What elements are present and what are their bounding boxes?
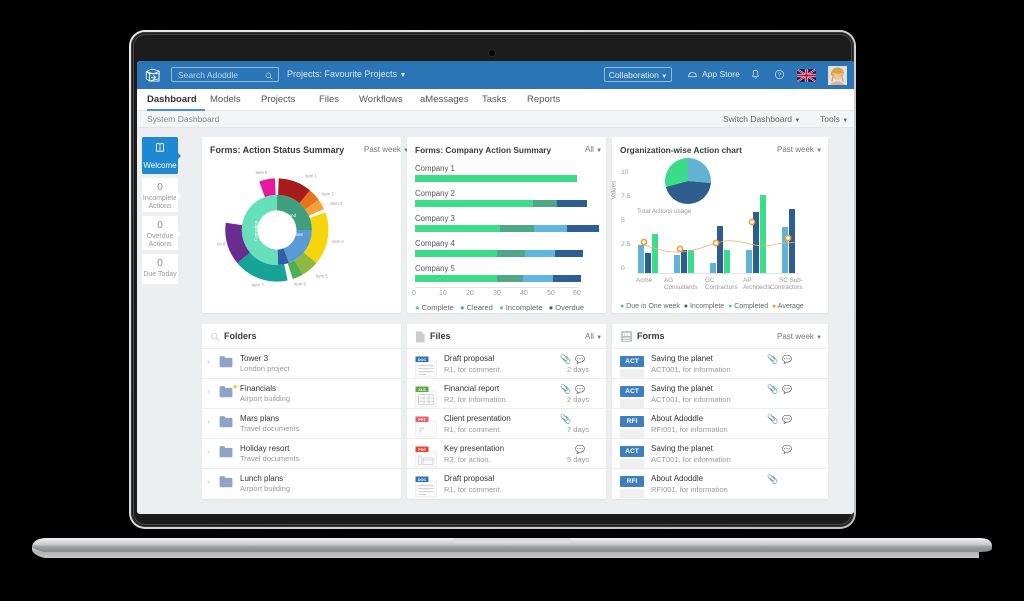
svg-text:DOC: DOC [418, 358, 427, 362]
svg-text:item 4: item 4 [332, 239, 344, 244]
svg-text:item 9: item 9 [256, 170, 268, 175]
svg-text:Cleared: Cleared [280, 213, 297, 218]
svg-text:PPT: PPT [418, 418, 426, 422]
svg-text:XLS: XLS [418, 388, 426, 392]
svg-text:DOC: DOC [418, 478, 427, 482]
svg-text:PDF: PDF [418, 448, 426, 452]
svg-text:item 1: item 1 [305, 173, 317, 178]
svg-text:item 8: item 8 [217, 241, 226, 246]
svg-text:item 6: item 6 [294, 282, 306, 287]
svg-text:item 5: item 5 [316, 273, 328, 278]
svg-text:?: ? [778, 72, 781, 78]
svg-text:Complete: Complete [253, 220, 259, 241]
svg-text:item 3: item 3 [331, 201, 343, 206]
svg-text:item 2: item 2 [322, 191, 334, 196]
svg-text:Overdue: Overdue [271, 240, 287, 245]
svg-text:Incomplete: Incomplete [282, 232, 304, 237]
svg-text:item 7: item 7 [252, 283, 264, 288]
